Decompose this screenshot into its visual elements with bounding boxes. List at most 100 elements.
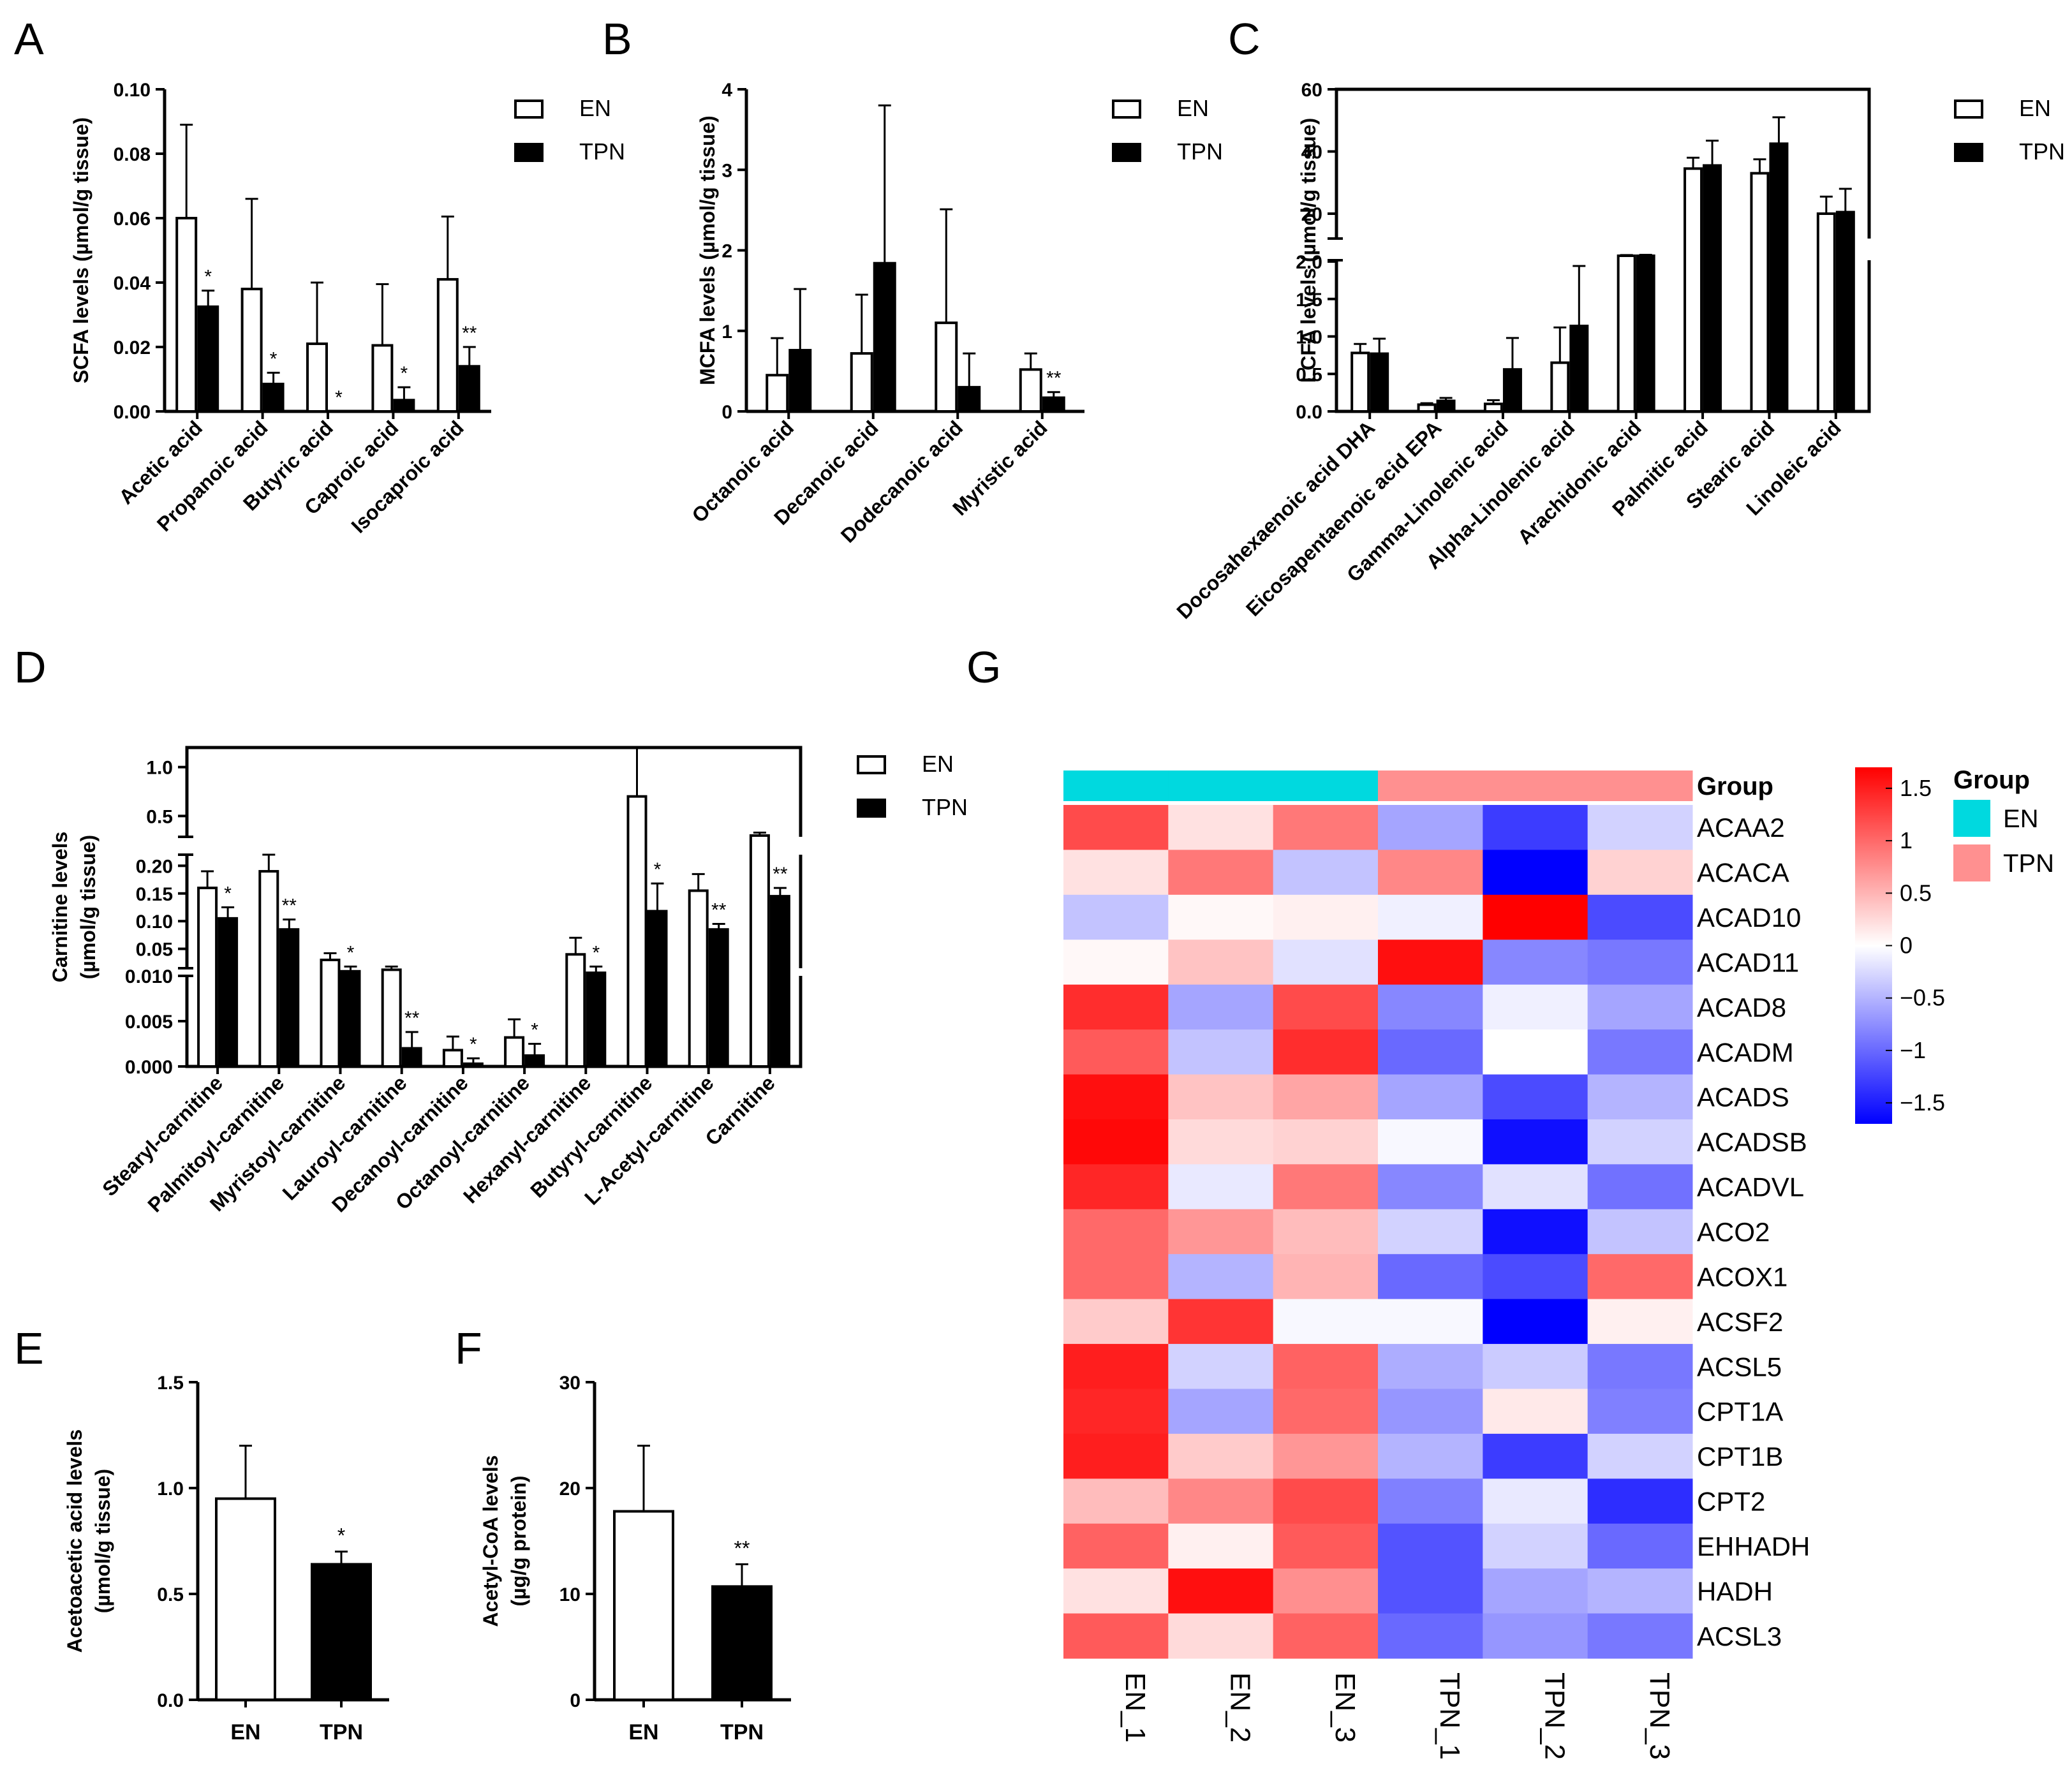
heatmap-cell xyxy=(1273,1389,1379,1434)
y-axis-label: LCFA levels (µmol/g tissue) xyxy=(1297,118,1320,383)
heatmap-cell xyxy=(1587,1074,1693,1120)
legend-en-swatch xyxy=(857,755,886,774)
heatmap-cell xyxy=(1063,1209,1169,1255)
colorbar-tick-label: −1.5 xyxy=(1900,1089,1945,1116)
panel-letter: F xyxy=(455,1323,482,1373)
heatmap-cell xyxy=(1168,1029,1274,1075)
legend-en-label: EN xyxy=(579,95,611,121)
y-tick-label: 0.010 xyxy=(125,966,173,987)
heatmap-cell xyxy=(1063,1344,1169,1389)
heatmap-cell xyxy=(1587,1613,1693,1659)
heatmap-cell xyxy=(1063,1478,1169,1524)
heatmap-cell xyxy=(1273,1254,1379,1300)
group-row-label: Group xyxy=(1697,772,1773,800)
y-tick-label: 10 xyxy=(559,1584,581,1605)
y-tick-label: 0.06 xyxy=(114,209,151,230)
heatmap-cell xyxy=(1483,1164,1588,1210)
heatmap-cell xyxy=(1168,850,1274,896)
bar-en xyxy=(626,795,648,1068)
y-tick-label: 0.10 xyxy=(114,80,151,101)
significance-mark: ** xyxy=(734,1537,750,1560)
panel-c-lcfa-chart: 0.0 0.5 1.0 1.5 2.0 20 40 60 LCFA levels (µmol/g… xyxy=(1172,80,2065,623)
legend-tpn-label: TPN xyxy=(2019,138,2065,165)
bar-tpn xyxy=(647,910,668,1068)
heatmap-cell xyxy=(1168,1209,1274,1255)
y-axis-label-2: (µmol/g tissue) xyxy=(91,1469,114,1613)
bar-en xyxy=(320,958,341,1068)
bar-tpn xyxy=(524,1054,545,1068)
bar-tpn xyxy=(1835,210,1855,413)
panel-e-acetoacetic-chart: 0.0 0.5 1.0 1.5 Acetoacetic acid levels (µmol… xyxy=(63,1373,389,1744)
bar-tpn xyxy=(873,262,896,413)
y-tick-label: 0.20 xyxy=(136,856,173,877)
legend-en-swatch xyxy=(514,100,544,119)
group-annotation-cell xyxy=(1273,770,1379,801)
heatmap-cell xyxy=(1483,1523,1588,1569)
heatmap-column-label: TPN_2 xyxy=(1539,1672,1571,1760)
legend-tpn-swatch xyxy=(514,143,544,162)
axis-break-gap xyxy=(174,837,200,855)
bar-en xyxy=(1617,254,1636,413)
legend-tpn-swatch xyxy=(857,799,886,818)
bar-en xyxy=(442,1049,463,1068)
bar-tpn xyxy=(708,928,729,1068)
bar-tpn xyxy=(262,383,285,413)
heatmap-cell xyxy=(1273,1119,1379,1165)
significance-mark: * xyxy=(337,1524,345,1547)
x-tick-label: TPN xyxy=(720,1720,764,1744)
heatmap-cell xyxy=(1587,1389,1693,1434)
heatmap-cell xyxy=(1063,805,1169,850)
legend-tpn-label: TPN xyxy=(1177,138,1223,165)
heatmap-cell xyxy=(1483,1478,1588,1524)
group-annotation-cell xyxy=(1168,770,1274,801)
heatmap-cell xyxy=(1483,1299,1588,1345)
heatmap-row-label: CPT1A xyxy=(1697,1397,1783,1427)
y-tick-label: 4 xyxy=(722,80,732,101)
significance-mark: * xyxy=(335,387,343,408)
y-tick-label: 1.0 xyxy=(146,758,173,779)
heatmap-cell xyxy=(1063,1254,1169,1300)
legend-tpn-label: TPN xyxy=(922,794,968,820)
heatmap-cell xyxy=(1168,1568,1274,1614)
heatmap-cell xyxy=(1273,1523,1379,1569)
y-tick-label: 0.5 xyxy=(157,1584,184,1605)
heatmap-cell xyxy=(1587,940,1693,985)
heatmap-cell xyxy=(1378,1119,1483,1165)
y-tick-label: 60 xyxy=(1301,80,1322,101)
bar-tpn xyxy=(1436,399,1456,413)
heatmap-cell xyxy=(1587,1164,1693,1210)
significance-mark: * xyxy=(531,1020,538,1041)
x-tick-label: TPN xyxy=(320,1720,363,1744)
bar-tpn xyxy=(711,1585,773,1701)
heatmap-cell xyxy=(1378,1029,1483,1075)
heatmap-cell xyxy=(1063,1119,1169,1165)
heatmap-cell xyxy=(1378,1389,1483,1434)
group-annotation-cell xyxy=(1063,770,1169,801)
heatmap-cell xyxy=(1483,1613,1588,1659)
heatmap-cell xyxy=(1168,1523,1274,1569)
group-legend-swatch xyxy=(1953,800,1990,837)
heatmap-cell xyxy=(1063,1613,1169,1659)
heatmap-cell xyxy=(1483,894,1588,940)
bar-tpn xyxy=(1769,142,1789,413)
y-tick-label: 0.0 xyxy=(1296,402,1322,423)
heatmap-cell xyxy=(1483,1209,1588,1255)
heatmap-cell xyxy=(1273,1164,1379,1210)
heatmap-row-label: CPT2 xyxy=(1697,1487,1765,1517)
panel-letter: G xyxy=(966,642,1001,692)
bar-tpn xyxy=(1569,325,1589,413)
bar-tpn xyxy=(401,1047,422,1068)
heatmap-cell xyxy=(1378,850,1483,896)
heatmap-cell xyxy=(1378,1164,1483,1210)
heatmap-row-label: ACOX1 xyxy=(1697,1262,1787,1292)
heatmap-cell xyxy=(1168,1119,1274,1165)
y-tick-label: 0.04 xyxy=(114,273,151,294)
heatmap-row-label: ACADS xyxy=(1697,1082,1789,1112)
heatmap-cell xyxy=(1273,1029,1379,1075)
bar-en xyxy=(258,870,279,1068)
bar-en xyxy=(197,887,218,1068)
bar-en xyxy=(613,1510,674,1702)
heatmap-cell xyxy=(1587,1433,1693,1479)
heatmap-cell xyxy=(1378,1613,1483,1659)
heatmap-row-label: ACACA xyxy=(1697,858,1789,888)
